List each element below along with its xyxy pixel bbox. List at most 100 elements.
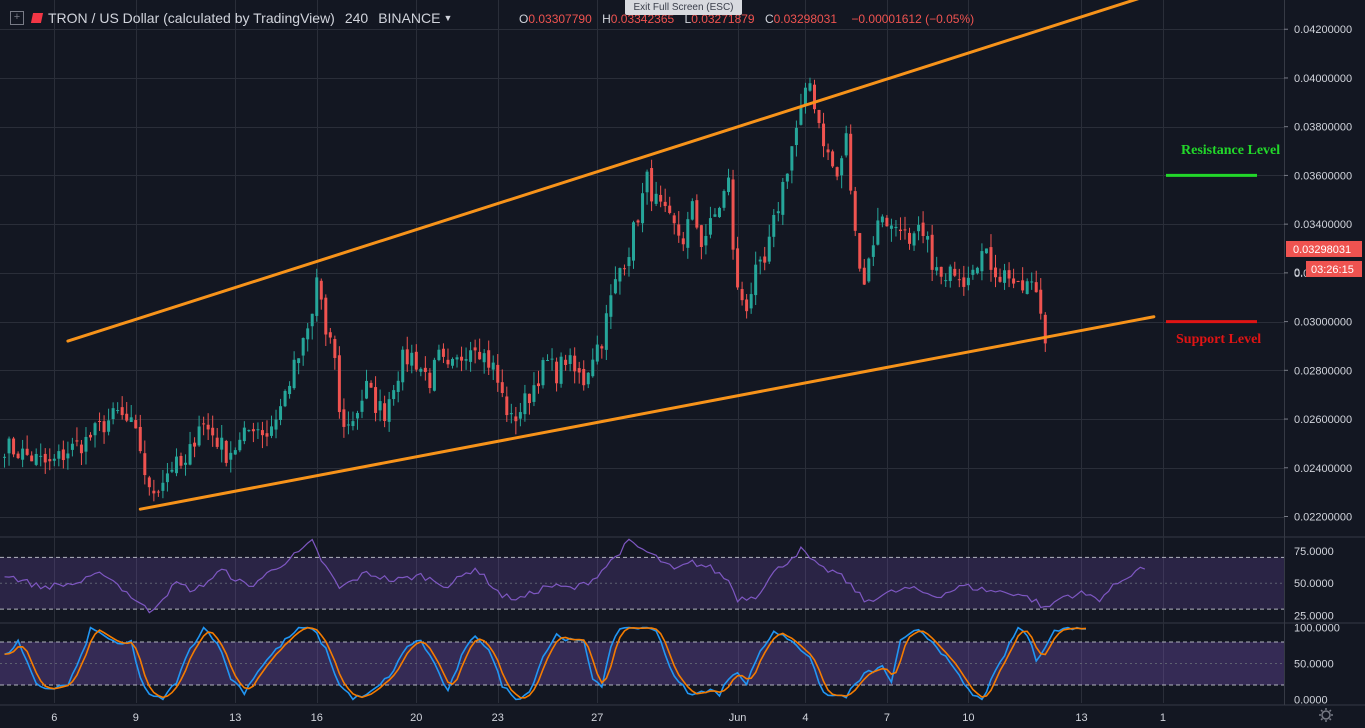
lower-channel-line[interactable] xyxy=(138,315,1156,511)
candle-body xyxy=(555,361,559,384)
candle-body xyxy=(822,123,826,147)
upper-channel-line[interactable] xyxy=(66,0,1149,343)
candle-body xyxy=(939,266,943,277)
candle-body xyxy=(541,360,545,386)
candle-body xyxy=(310,313,314,327)
candle-body xyxy=(591,359,595,377)
price-tick-label: 0.02200000 xyxy=(1294,512,1352,524)
candle-body xyxy=(948,266,952,281)
candle-body xyxy=(536,383,540,387)
candle-body xyxy=(315,277,319,316)
time-tick-label: 7 xyxy=(884,712,890,724)
stoch-tick-label: 100.0000 xyxy=(1294,623,1340,635)
candle-body xyxy=(632,222,635,261)
candle-body xyxy=(469,350,473,362)
candle-body xyxy=(794,127,798,146)
candle-body xyxy=(980,251,984,272)
candle-body xyxy=(197,426,201,446)
candle-body xyxy=(898,229,902,232)
candle-body xyxy=(853,191,857,231)
time-tick-label: 23 xyxy=(492,712,504,724)
candle-body xyxy=(260,430,264,436)
rsi-tick-label: 25.0000 xyxy=(1294,611,1334,623)
candle-body xyxy=(618,268,622,282)
chart-header: + TRON / US Dollar (calculated by Tradin… xyxy=(0,0,452,36)
price-axis[interactable]: 0.02200000 0.02400000 0.02600000 0.02800000… xyxy=(1284,24,1362,706)
candle-body xyxy=(975,267,979,274)
candle-body xyxy=(215,437,219,447)
candle-body xyxy=(274,419,278,430)
candle-body xyxy=(61,449,65,461)
indicator-lines xyxy=(4,538,1146,701)
trend-lines[interactable] xyxy=(66,0,1257,511)
candle-body xyxy=(16,453,20,459)
candle-body xyxy=(790,146,794,171)
candle-body xyxy=(75,440,79,442)
candle-body xyxy=(306,328,310,340)
exit-fullscreen-tooltip[interactable]: Exit Full Screen (ESC) xyxy=(625,0,742,15)
candle-body xyxy=(193,442,197,447)
candle-body xyxy=(781,181,785,215)
candle-body xyxy=(971,269,975,275)
indicator-bands xyxy=(0,556,1284,686)
candle-body xyxy=(672,215,676,224)
candle-body xyxy=(256,429,260,431)
close-label: C xyxy=(764,12,774,26)
candle-body xyxy=(432,359,436,391)
candle-body xyxy=(328,332,332,338)
candle-body xyxy=(265,433,269,437)
candle-body xyxy=(455,357,459,360)
candle-body xyxy=(129,417,133,423)
candle-body xyxy=(867,258,871,282)
candle-body xyxy=(677,224,681,236)
candle-body xyxy=(966,277,970,286)
price-axis-background xyxy=(1284,0,1365,728)
candle-body xyxy=(1034,282,1038,293)
candle-body xyxy=(478,351,482,360)
candle-body xyxy=(577,368,581,373)
candle-body xyxy=(650,168,654,202)
gear-icon-tooth xyxy=(1329,718,1332,721)
expand-icon[interactable]: + xyxy=(10,11,24,25)
candle-body xyxy=(138,426,142,452)
price-tick-label: 0.03400000 xyxy=(1294,219,1352,231)
chevron-down-icon[interactable]: ▼ xyxy=(443,13,453,23)
price-tick-label-partial: 0. xyxy=(1294,267,1303,279)
candle-body xyxy=(152,490,156,494)
candle-body xyxy=(143,453,147,476)
gear-icon[interactable] xyxy=(1319,708,1333,722)
candle-body xyxy=(984,248,988,254)
candle-body xyxy=(428,372,432,389)
candle-body xyxy=(957,279,961,281)
time-tick-label: 10 xyxy=(962,712,974,724)
candles xyxy=(3,77,1047,502)
candle-body xyxy=(862,267,866,285)
candle-body xyxy=(369,382,373,388)
countdown-tag xyxy=(1306,260,1362,277)
candle-body xyxy=(799,106,803,125)
time-tick-label: 20 xyxy=(410,712,422,724)
symbol-title[interactable]: TRON / US Dollar (calculated by TradingV… xyxy=(48,10,335,26)
candle-body xyxy=(301,338,305,356)
time-tick-label: 16 xyxy=(311,712,323,724)
candle-body xyxy=(84,436,88,452)
interval-label[interactable]: 240 xyxy=(344,10,369,26)
candle-body xyxy=(365,380,369,399)
candle-body xyxy=(89,434,92,438)
candle-body xyxy=(686,219,690,248)
candle-body xyxy=(392,390,396,400)
candle-body xyxy=(523,393,527,415)
candle-body xyxy=(1003,270,1007,283)
candle-body xyxy=(156,491,160,493)
candle-body xyxy=(247,430,251,432)
candle-body xyxy=(808,83,812,91)
candle-body xyxy=(496,364,500,383)
open-value: 0.03307790 xyxy=(528,12,592,26)
candle-body xyxy=(894,226,898,229)
price-tick-label: 0.03600000 xyxy=(1294,170,1352,182)
time-axis[interactable]: 6 9 13 16 20 23 27 Jun 4 7 10 13 1 xyxy=(51,708,1333,724)
candle-body xyxy=(849,133,853,191)
exchange-label[interactable]: BINANCE xyxy=(378,10,441,26)
candle-body xyxy=(351,421,355,427)
